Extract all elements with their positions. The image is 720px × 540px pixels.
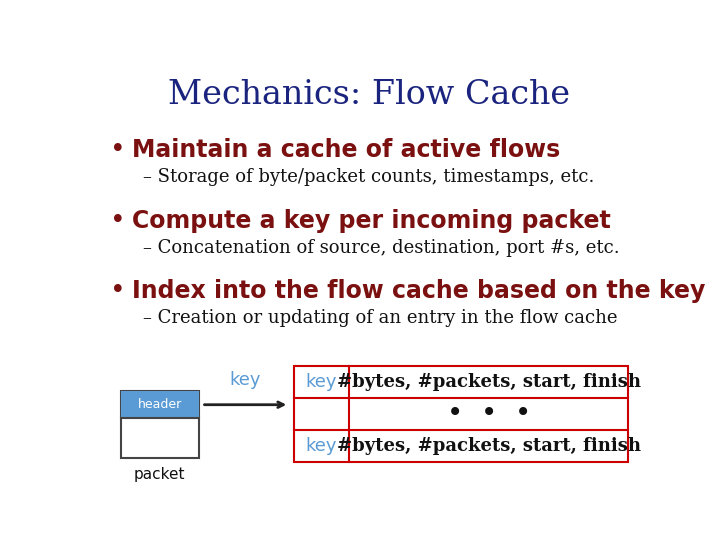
Text: – Concatenation of source, destination, port #s, etc.: – Concatenation of source, destination, …: [143, 239, 620, 256]
Bar: [121, 391, 199, 418]
Text: Index into the flow cache based on the key: Index into the flow cache based on the k…: [132, 279, 705, 303]
Text: •: •: [109, 279, 125, 305]
Bar: [294, 366, 629, 462]
Text: #bytes, #packets, start, finish: #bytes, #packets, start, finish: [337, 373, 641, 391]
Text: •: •: [109, 137, 125, 163]
Text: – Creation or updating of an entry in the flow cache: – Creation or updating of an entry in th…: [143, 309, 618, 327]
Bar: [121, 391, 199, 458]
Text: •: •: [109, 208, 125, 234]
Text: header: header: [138, 398, 182, 411]
Text: – Storage of byte/packet counts, timestamps, etc.: – Storage of byte/packet counts, timesta…: [143, 168, 595, 186]
Text: Mechanics: Flow Cache: Mechanics: Flow Cache: [168, 79, 570, 111]
Text: Compute a key per incoming packet: Compute a key per incoming packet: [132, 209, 611, 233]
Text: packet: packet: [134, 467, 186, 482]
Text: •  •  •: • • •: [447, 401, 531, 428]
Text: key: key: [230, 371, 261, 389]
Text: Maintain a cache of active flows: Maintain a cache of active flows: [132, 138, 560, 162]
Text: #bytes, #packets, start, finish: #bytes, #packets, start, finish: [337, 437, 641, 455]
Text: key: key: [306, 437, 338, 455]
Text: key: key: [306, 373, 338, 391]
